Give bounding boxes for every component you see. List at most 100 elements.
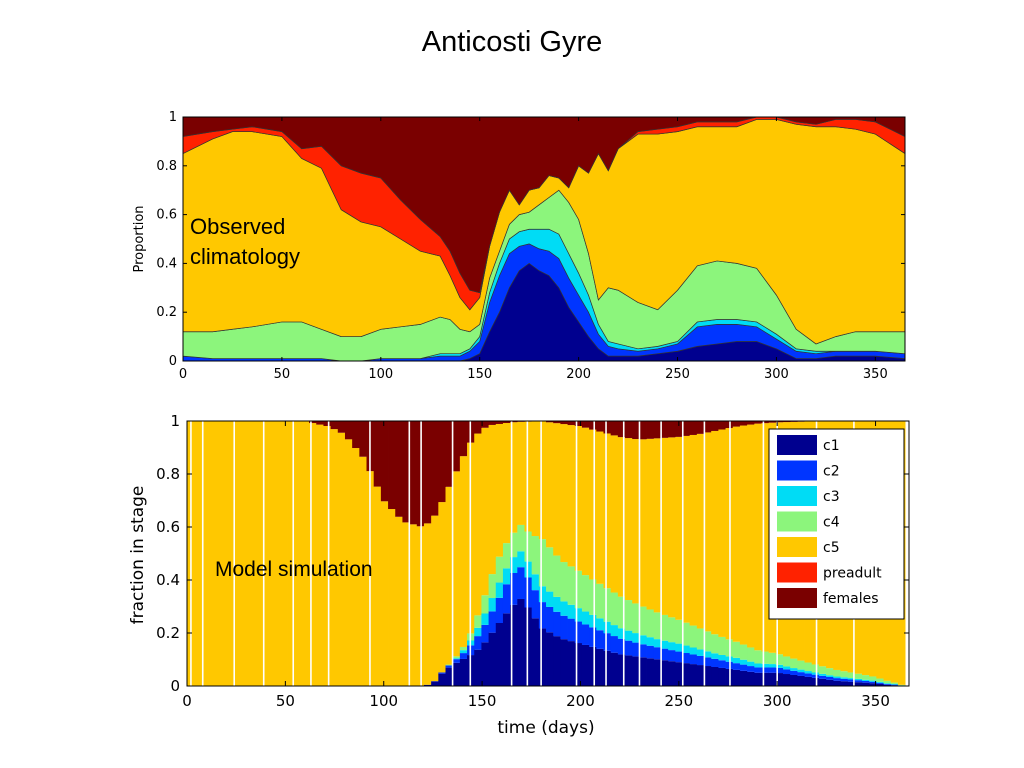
model-bar-c2 [718, 660, 726, 668]
model-x-tick-label: 350 [861, 692, 890, 710]
model-bar-c5 [352, 448, 360, 686]
model-bar-c3 [847, 678, 856, 680]
model-bar-c3 [826, 675, 834, 677]
model-bar-c5 [237, 421, 245, 686]
model-bar-c2 [876, 682, 884, 684]
model-bar-c2 [711, 658, 719, 667]
model-bar-c3 [761, 663, 770, 668]
model-bar-c1 [768, 672, 777, 686]
model-bar-c4 [639, 606, 647, 636]
model-bar-females [438, 421, 446, 503]
observed-climatology-annotation: Observed climatology [190, 214, 300, 269]
model-bar-c2 [438, 672, 446, 674]
model-bar-c2 [546, 606, 554, 633]
model-bar-c4 [711, 634, 719, 654]
legend-label-c1: c1 [823, 438, 840, 454]
model-bar-c2 [818, 675, 827, 679]
model-bar-c2 [668, 650, 676, 662]
model-bar-c2 [883, 684, 892, 685]
model-bar-c2 [811, 674, 820, 678]
observed-axis-ticks: 0 50 100 150 200 250 300 350 0 0.2 0.4 0.6 0.8 1 [156, 110, 905, 382]
observed-y-tick-label: 0 [169, 354, 177, 369]
observed-plot-frame [182, 116, 906, 362]
model-bar-c5 [567, 425, 576, 567]
model-bar-c4 [632, 603, 640, 634]
model-bar-females [502, 421, 511, 424]
model-bar-females [359, 421, 367, 457]
model-bar-c2 [646, 645, 655, 659]
model-bar-c5 [280, 421, 288, 686]
model-bar-c2 [775, 667, 784, 674]
model-bar-females [445, 421, 454, 487]
model-bar-c2 [625, 640, 633, 656]
model-bar-c4 [589, 579, 597, 615]
model-bar-females [682, 421, 691, 436]
model-bar-c5 [739, 425, 748, 645]
model-bar-females [754, 421, 762, 424]
model-bar-c5 [330, 429, 339, 686]
model-bar-c3 [502, 568, 511, 585]
model-bar-c2 [553, 611, 561, 637]
model-bar-c3 [646, 637, 655, 646]
model-bar-females [402, 421, 411, 523]
model-bar-c5 [316, 424, 324, 686]
model-bar-c2 [459, 653, 468, 659]
model-bar-c3 [653, 639, 662, 648]
model-bar-c5 [761, 423, 770, 652]
model-y-tick-label: 0.6 [156, 518, 180, 536]
model-bar-c1 [632, 656, 640, 686]
legend-swatch-c3 [777, 486, 817, 506]
model-bar-c2 [833, 678, 841, 681]
model-bar-c4 [510, 532, 518, 558]
observed-y-tick-label: 0.2 [156, 305, 177, 320]
model-bar-c2 [804, 673, 813, 677]
model-bar-c3 [833, 676, 841, 679]
model-x-tick-label: 150 [468, 692, 497, 710]
page-title: Anticosti Gyre [421, 26, 603, 58]
model-bar-c3 [610, 625, 619, 637]
model-bar-c4 [833, 669, 841, 677]
model-bar-c5 [445, 486, 454, 665]
model-bar-c5 [603, 433, 612, 589]
model-bar-c4 [581, 575, 590, 612]
model-bar-c5 [208, 421, 217, 686]
model-bar-c1 [560, 639, 568, 686]
model-bar-females [782, 421, 791, 423]
model-bar-c3 [488, 598, 497, 612]
model-bar-c4 [876, 678, 884, 682]
model-bar-c1 [869, 683, 877, 686]
model-bar-c4 [603, 588, 612, 622]
model-bar-c1 [682, 663, 691, 686]
model-x-tick-label: 0 [182, 692, 192, 710]
model-bar-c4 [546, 547, 554, 592]
model-bar-c3 [804, 671, 813, 674]
model-bar-females [646, 421, 655, 439]
model-bar-c1 [675, 662, 683, 686]
model-bar-females [718, 421, 726, 430]
model-bar-c5 [732, 426, 741, 642]
model-bar-c3 [567, 604, 576, 619]
model-bar-c1 [883, 684, 892, 686]
model-bar-c5 [531, 421, 540, 537]
model-bar-c4 [610, 592, 619, 626]
model-bar-c5 [337, 432, 346, 686]
model-bar-c4 [459, 646, 468, 651]
observed-y-tick-label: 0.6 [156, 208, 177, 223]
model-bar-c1 [567, 641, 576, 686]
model-x-tick-label: 200 [566, 692, 595, 710]
model-bar-c5 [574, 426, 583, 571]
legend-swatch-preadult [777, 562, 817, 583]
model-bar-c1 [474, 649, 482, 686]
model-bar-females [423, 421, 432, 524]
model-bar-c5 [718, 429, 726, 637]
model-y-tick-label: 0.8 [156, 465, 180, 483]
model-bar-c1 [481, 642, 489, 686]
legend-swatch-females [777, 588, 817, 608]
model-bar-c4 [574, 570, 583, 609]
model-bar-c5 [682, 435, 691, 623]
model-bar-c5 [711, 430, 719, 635]
observed-x-tick-label: 200 [566, 367, 591, 382]
model-bar-c4 [883, 680, 892, 684]
model-bar-c5 [596, 431, 604, 584]
model-bar-c5 [660, 437, 669, 615]
